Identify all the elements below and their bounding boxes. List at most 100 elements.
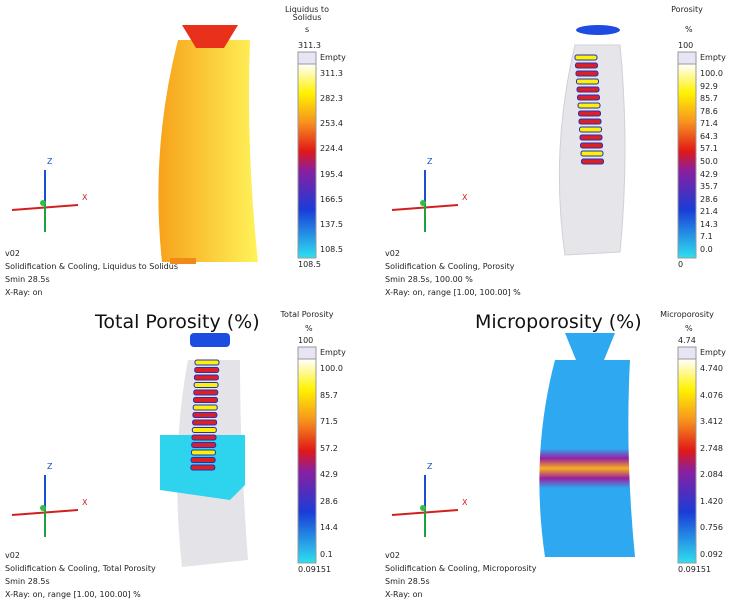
scale-label: 108.5: [320, 245, 343, 254]
casting-part: [539, 360, 635, 557]
axis-label-x: X: [82, 193, 88, 202]
scale-label: 42.9: [320, 470, 338, 480]
porosity-spot: [578, 118, 602, 125]
riser: [190, 333, 230, 347]
scale-label: 4.740: [700, 364, 723, 373]
result-panel: Microporosity (%) Microporosity% 4.74 Empty…: [380, 305, 746, 605]
porosity-spot: [193, 389, 219, 396]
casting-part: [558, 44, 626, 256]
porosity-spot: [578, 110, 601, 117]
info-line: X-Ray: on, range [1.00, 100.00] %: [385, 288, 521, 297]
legend-min: 0.09151: [298, 565, 332, 574]
empty-label: Empty: [700, 53, 726, 62]
legend-unit: s: [305, 25, 310, 34]
empty-swatch: [297, 51, 317, 65]
scale-label: 1.420: [700, 496, 723, 506]
porosity-spot: [192, 419, 218, 426]
legend-max: 100: [678, 41, 694, 50]
porosity-spot: [193, 374, 219, 381]
legend-title: Liquidus to Solidus: [285, 5, 329, 22]
riser: [565, 333, 615, 365]
empty-label: Empty: [700, 348, 726, 357]
info-line: v02: [385, 551, 400, 560]
scale-label: 166.5: [320, 194, 343, 204]
scale-label: 71.4: [700, 119, 718, 129]
empty-label: Empty: [320, 53, 346, 62]
info-line: X-Ray: on, range [1.00, 100.00] %: [5, 590, 141, 599]
scale-label: 85.7: [320, 390, 338, 400]
scale-label: 71.5: [320, 417, 338, 427]
panel-graphics: [391, 25, 697, 259]
porosity-spot: [192, 412, 218, 418]
info-line: X-Ray: on: [385, 590, 423, 599]
porosity-spot: [190, 464, 216, 471]
info-line: v02: [5, 249, 20, 258]
scale-label: 282.3: [320, 94, 343, 104]
axis-label-z: Z: [427, 157, 433, 166]
color-bar: [297, 63, 317, 259]
scale-label: 0.1: [320, 550, 333, 559]
scale-label: 28.6: [320, 496, 338, 506]
gate: [170, 258, 196, 264]
scale-label: 100.0: [320, 364, 343, 373]
empty-swatch: [677, 51, 697, 65]
origin: [420, 200, 426, 206]
result-panel: Liquidus to Solidus s 311.3 Empty 311.3 282.3…: [0, 0, 373, 300]
panel-heading: Total Porosity (%): [95, 311, 260, 333]
scale-label: 0.092: [700, 550, 723, 559]
info-line: Solidification & Cooling, Microporosity: [385, 564, 537, 573]
info-line: X-Ray: on: [5, 288, 43, 297]
riser: [182, 25, 238, 48]
porosity-spot: [193, 382, 219, 388]
origin: [40, 505, 46, 511]
porosity-spot: [575, 70, 599, 77]
porosity-spot: [576, 78, 599, 85]
scale-label: 195.4: [320, 169, 343, 179]
info-line: Solidification & Cooling, Porosity: [385, 262, 515, 271]
legend-unit: %: [305, 324, 313, 333]
info-line: Solidification & Cooling, Total Porosity: [5, 564, 156, 573]
scale-label: 85.7: [700, 94, 718, 104]
legend-max: 311.3: [298, 41, 321, 50]
legend-min: 108.5: [298, 260, 321, 269]
porosity-spot: [579, 126, 602, 133]
porosity-spot: [577, 94, 600, 101]
info-line: Smin 28.5s: [385, 577, 430, 586]
scale-label: 64.3: [700, 131, 718, 141]
color-bar: [677, 358, 697, 564]
porosity-spot: [191, 442, 217, 448]
axis-label-z: Z: [427, 462, 433, 471]
color-bar: [297, 358, 317, 564]
scale-label: 78.6: [700, 106, 718, 116]
porosity-spot: [190, 457, 216, 463]
panel-graphics: [391, 333, 697, 564]
porosity-spot: [579, 134, 603, 141]
info-line: Smin 28.5s: [5, 577, 50, 586]
scale-label: 0.0: [700, 245, 713, 254]
axis-label-x: X: [82, 498, 88, 507]
porosity-spot: [576, 86, 600, 93]
scale-label: 57.1: [700, 144, 718, 154]
casting-part: [158, 40, 258, 262]
porosity-spot: [194, 359, 220, 366]
legend-unit: %: [685, 324, 693, 333]
legend-title: Total Porosity: [280, 310, 334, 319]
legend-min: 0.09151: [678, 565, 712, 574]
scale-label: 137.5: [320, 219, 343, 229]
result-panel: Total Porosity (%) Total Porosity% 100 Empt…: [0, 305, 373, 605]
color-bar: [677, 63, 697, 259]
empty-label: Empty: [320, 348, 346, 357]
porosity-spot: [574, 54, 598, 61]
scale-label: 100.0: [700, 69, 723, 78]
scale-label: 42.9: [700, 169, 718, 179]
axis-label-z: Z: [47, 157, 53, 166]
panel-graphics: [11, 25, 317, 264]
panel-heading: Microporosity (%): [475, 311, 642, 333]
axis-label-x: X: [462, 193, 468, 202]
scale-label: 2.748: [700, 443, 723, 453]
scale-label: 2.084: [700, 470, 723, 480]
scale-label: 92.9: [700, 81, 718, 91]
porosity-spot: [194, 367, 220, 373]
scale-label: 311.3: [320, 69, 343, 78]
scale-label: 0.756: [700, 523, 723, 533]
